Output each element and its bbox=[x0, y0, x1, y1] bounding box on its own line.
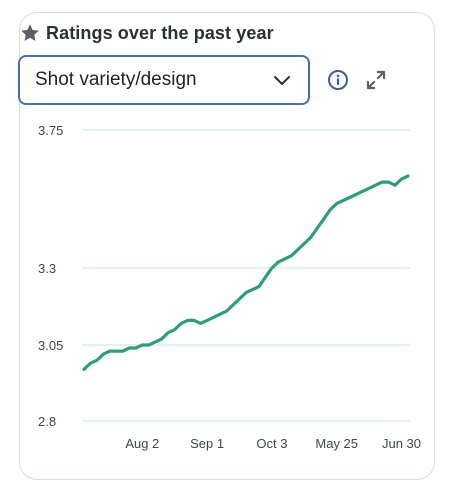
x-tick-label: Sep 1 bbox=[190, 436, 224, 451]
x-tick-label: Oct 3 bbox=[256, 436, 287, 451]
ratings-card bbox=[19, 12, 435, 480]
chevron-down-icon bbox=[272, 70, 292, 90]
info-button[interactable] bbox=[327, 69, 349, 91]
x-axis-ticks: Aug 2 Sep 1 Oct 3 May 25 Jun 30 bbox=[125, 436, 421, 451]
y-tick-label: 3.05 bbox=[38, 338, 63, 353]
y-tick-label: 3.3 bbox=[38, 261, 56, 276]
x-tick-label: Jun 30 bbox=[382, 436, 421, 451]
expand-button[interactable] bbox=[365, 69, 387, 91]
dropdown-selected-value: Shot variety/design bbox=[35, 69, 197, 90]
star-icon bbox=[19, 22, 41, 44]
series-layer bbox=[82, 174, 410, 371]
expand-icon bbox=[365, 70, 387, 95]
x-tick-label: May 25 bbox=[315, 436, 358, 451]
series-line bbox=[82, 174, 410, 371]
info-icon bbox=[327, 70, 349, 95]
y-tick-label: 2.8 bbox=[38, 414, 56, 429]
x-tick-label: Aug 2 bbox=[125, 436, 159, 451]
card-title: Ratings over the past year bbox=[46, 22, 274, 43]
metric-dropdown[interactable]: Shot variety/design bbox=[18, 55, 310, 105]
grid-lines bbox=[82, 129, 410, 422]
card-header: Ratings over the past year bbox=[19, 22, 274, 44]
y-axis-ticks: 3.75 3.3 3.05 2.8 bbox=[38, 123, 63, 429]
y-tick-label: 3.75 bbox=[38, 123, 63, 138]
